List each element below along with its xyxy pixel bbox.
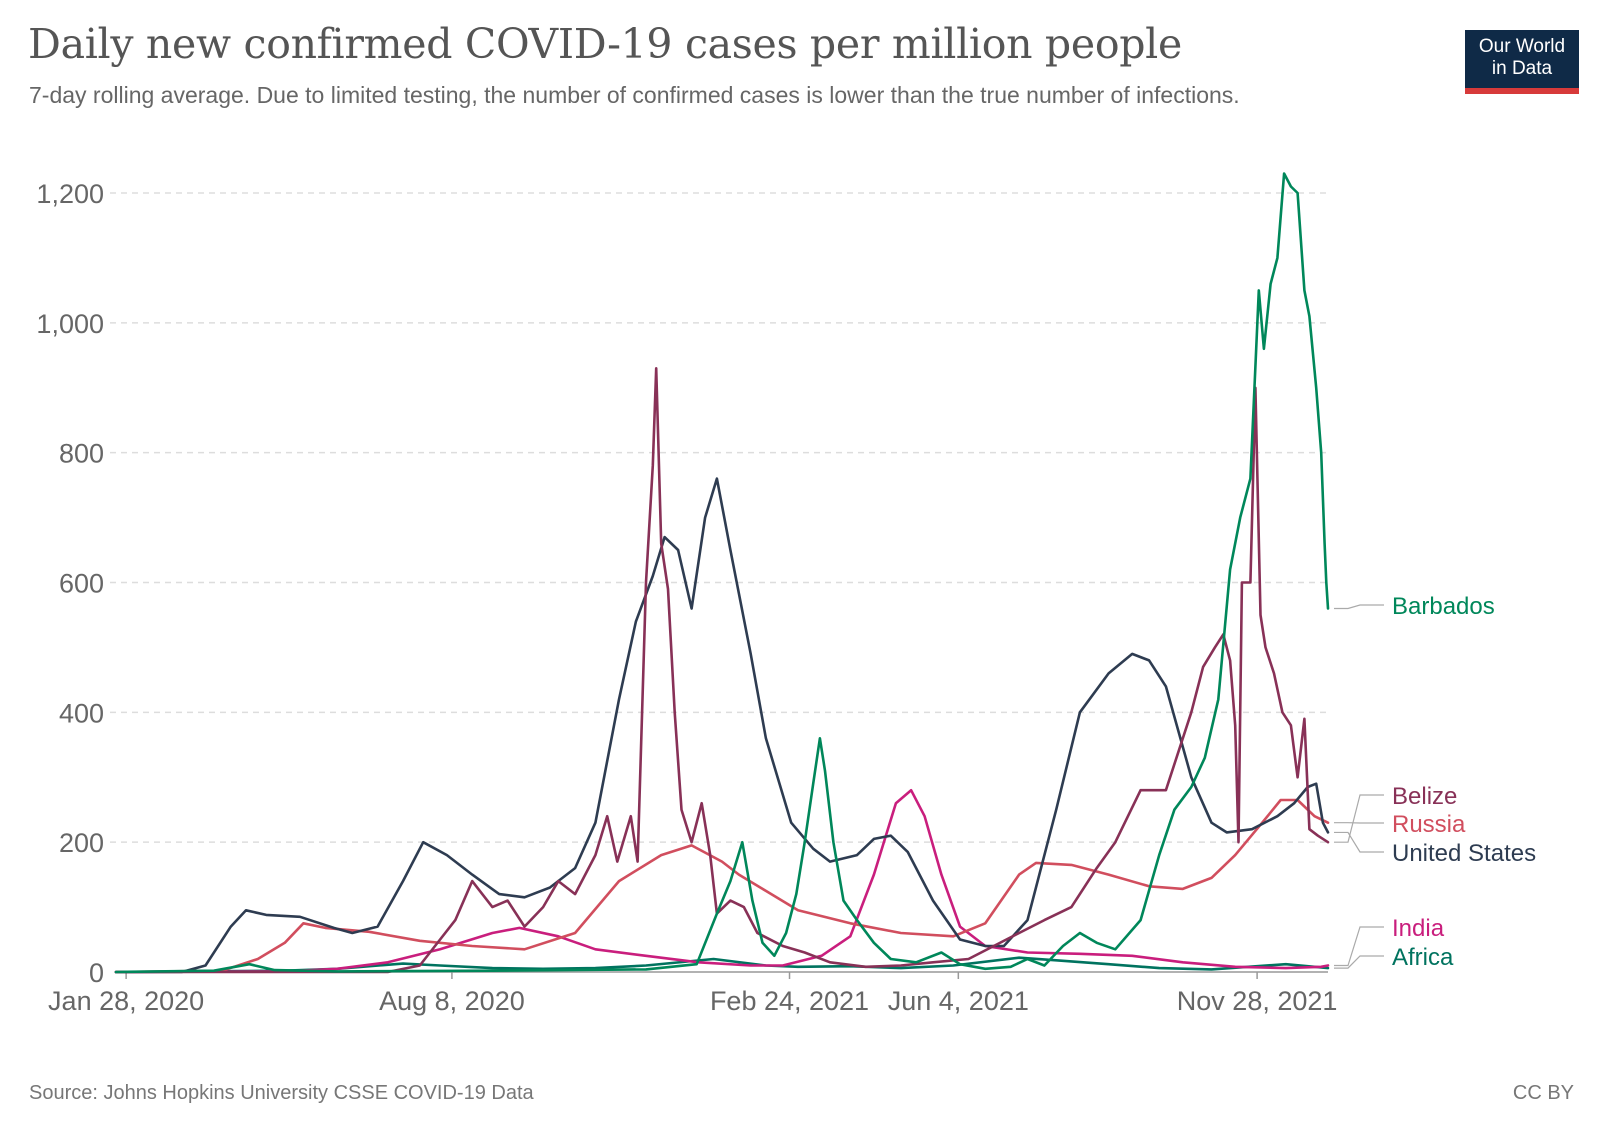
series-label-africa[interactable]: Africa bbox=[1392, 944, 1454, 971]
series-label-barbados[interactable]: Barbados bbox=[1392, 593, 1495, 620]
logo-line-1: Our World bbox=[1478, 36, 1566, 57]
y-tick-label: 800 bbox=[59, 439, 104, 469]
y-tick-label: 200 bbox=[59, 828, 104, 858]
series-label-india[interactable]: India bbox=[1392, 915, 1445, 942]
source-note[interactable]: Source: Johns Hopkins University CSSE CO… bbox=[29, 1082, 534, 1104]
y-axis: 0 200 400 600 800 1,000 1,200 bbox=[36, 179, 1328, 988]
label-connector bbox=[1334, 794, 1384, 843]
grid-lines bbox=[110, 192, 1328, 843]
series-label-belize[interactable]: Belize bbox=[1392, 783, 1457, 810]
label-connector bbox=[1334, 926, 1384, 967]
owid-logo[interactable]: Our World in Data bbox=[1465, 30, 1579, 94]
y-tick-label: 400 bbox=[59, 698, 104, 728]
license-note[interactable]: CC BY bbox=[1512, 1082, 1574, 1104]
y-tick-label: 1,000 bbox=[36, 309, 104, 339]
series-line-barbados[interactable] bbox=[114, 172, 1330, 974]
series-line-russia[interactable] bbox=[114, 798, 1330, 974]
label-connector bbox=[1334, 604, 1384, 610]
y-tick-label: 1,200 bbox=[36, 179, 104, 209]
y-tick-label: 0 bbox=[89, 958, 104, 988]
series-label-russia[interactable]: Russia bbox=[1392, 811, 1466, 838]
x-tick-label: Jan 28, 2020 bbox=[48, 986, 204, 1016]
series-line-united-states[interactable] bbox=[114, 477, 1330, 974]
y-tick-label: 600 bbox=[59, 569, 104, 599]
x-tick-label: Feb 24, 2021 bbox=[710, 986, 869, 1016]
logo-line-2: in Data bbox=[1491, 58, 1553, 79]
series-line-belize[interactable] bbox=[114, 367, 1330, 974]
label-connector bbox=[1334, 831, 1384, 853]
x-tick-label: Jun 4, 2021 bbox=[888, 986, 1029, 1016]
chart-subtitle: 7-day rolling average. Due to limited te… bbox=[29, 82, 1240, 108]
x-tick-label: Aug 8, 2020 bbox=[379, 986, 525, 1016]
series-label-united-states[interactable]: United States bbox=[1392, 840, 1536, 867]
series-line-india[interactable] bbox=[114, 788, 1330, 974]
series-lines bbox=[114, 172, 1330, 974]
x-tick-label: Nov 28, 2021 bbox=[1177, 986, 1338, 1016]
label-connector bbox=[1334, 955, 1384, 969]
chart-title: Daily new confirmed COVID-19 cases per m… bbox=[28, 20, 1182, 68]
x-axis: Jan 28, 2020 Aug 8, 2020 Feb 24, 2021 Jun 4… bbox=[48, 972, 1337, 1016]
